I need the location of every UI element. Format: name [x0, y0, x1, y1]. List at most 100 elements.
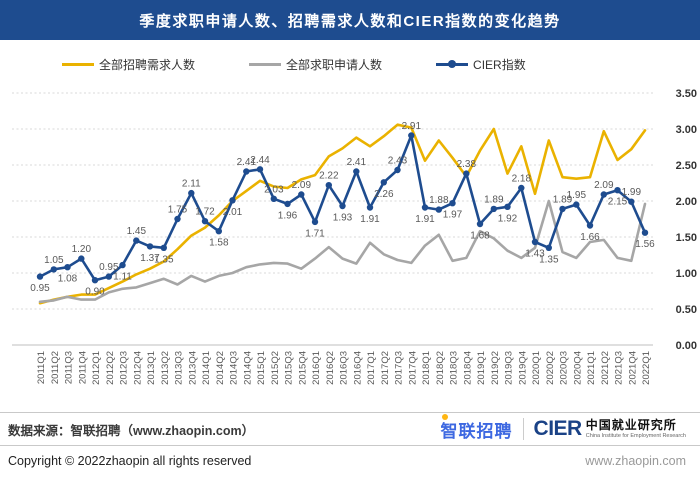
cier-point [146, 243, 154, 250]
x-axis-tick: 2021Q3 [614, 351, 625, 385]
cier-point [64, 264, 71, 271]
cier-value-label: 1.43 [525, 249, 545, 260]
cier-line-swatch-icon [436, 60, 469, 68]
cier-point [614, 187, 621, 194]
cier-point [408, 132, 415, 139]
cier-value-label: 1.88 [429, 195, 449, 206]
cier-value-label: 2.26 [374, 189, 394, 200]
cier-point [119, 261, 126, 269]
cier-point [490, 205, 497, 213]
zhaopin-logo-text: 智联招聘 [440, 421, 513, 441]
zhaopin-logo: 智联招聘 [440, 413, 513, 442]
cier-value-label: 1.11 [113, 272, 132, 283]
x-axis-tick: 2016Q4 [352, 351, 363, 385]
demand-line [38, 123, 647, 305]
cier-value-label: 2.03 [264, 184, 284, 195]
legend-label-cier: CIER指数 [473, 57, 526, 72]
data-source-text: 数据来源：智联招聘（www.zhaopin.com） [8, 423, 255, 438]
x-axis-tick: 2017Q4 [407, 351, 418, 385]
cier-point [133, 237, 140, 244]
cier-point [559, 205, 566, 213]
x-axis-tick: 2014Q1 [201, 351, 212, 385]
cier-value-label: 2.41 [347, 157, 367, 168]
x-axis-tick: 2015Q4 [297, 351, 308, 385]
cier-value-label: 1.08 [58, 274, 78, 285]
cier-point [339, 202, 346, 210]
cier-point [353, 168, 360, 175]
x-axis-tick: 2011Q1 [36, 351, 47, 384]
y-axis-tick: 3.50 [676, 88, 697, 100]
cier-value-label: 0.95 [30, 283, 50, 294]
cier-value-label: 2.43 [388, 156, 408, 167]
cier-point [463, 170, 470, 177]
cier-point [380, 179, 387, 186]
cier-point [174, 215, 181, 223]
x-axis-tick: 2019Q1 [476, 351, 487, 385]
x-axis-tick: 2011Q4 [77, 351, 88, 384]
logo-group: 智联招聘 CIER 中国就业研究所 China Institute for Em… [440, 413, 686, 442]
cier-point [201, 218, 209, 225]
x-axis-tick: 2018Q2 [435, 351, 446, 385]
cier-value-label: 1.68 [470, 231, 490, 242]
cier-point [394, 166, 401, 174]
x-axis-tick: 2013Q3 [174, 351, 185, 385]
cier-point [50, 266, 57, 273]
legend-item-cier: CIER指数 [436, 56, 526, 73]
cier-value-label: 1.35 [539, 254, 559, 265]
cier-value-label: 2.09 [292, 180, 312, 191]
y-axis-tick: 2.00 [676, 196, 697, 208]
cier-institute-name: 中国就业研究所 China Institute for Employment R… [585, 418, 686, 439]
x-axis-tick: 2020Q1 [531, 351, 542, 385]
cier-point [476, 220, 484, 228]
cier-value-label: 1.72 [195, 207, 215, 218]
cier-logo-text: CIER [533, 417, 583, 440]
x-axis-tick: 2016Q2 [325, 351, 336, 385]
cier-point [325, 182, 332, 189]
y-axis-tick: 1.00 [676, 268, 697, 280]
cier-institute-en: China Institute for Employment Research [585, 432, 686, 439]
x-axis-tick: 2020Q2 [545, 351, 556, 385]
x-axis-tick: 2014Q4 [242, 351, 253, 385]
x-axis-tick: 2012Q3 [119, 351, 130, 385]
cier-value-label: 1.97 [443, 210, 463, 221]
y-axis-tick: 3.00 [676, 124, 697, 136]
cier-point [243, 168, 250, 175]
x-axis-tick: 2012Q1 [91, 351, 102, 385]
x-axis-tick: 2016Q1 [311, 351, 322, 385]
x-axis-tick: 2017Q1 [366, 351, 377, 385]
x-axis-tick: 2011Q3 [64, 351, 75, 384]
cier-point [188, 189, 195, 197]
gridlines: 0.00 0.50 1.00 1.50 2.00 2.50 3.00 3.50 [12, 88, 697, 352]
cier-point [160, 244, 167, 251]
x-axis-tick: 2017Q3 [394, 351, 405, 385]
cier-point [600, 191, 607, 198]
cier-institute-cn: 中国就业研究所 [585, 418, 677, 433]
copyright-text: Copyright © 2022zhaopin all rights reser… [8, 454, 252, 468]
x-axis-tick: 2012Q4 [132, 351, 143, 385]
x-axis-tick: 2019Q4 [517, 351, 528, 385]
cier-value-label: 1.45 [127, 226, 147, 237]
x-axis-tick: 2021Q2 [600, 351, 611, 385]
x-axis-tick: 2015Q1 [256, 351, 267, 385]
x-axis-tick: 2014Q3 [229, 351, 240, 385]
applicants-line-swatch-icon [249, 62, 282, 66]
cier-value-label: 1.35 [154, 254, 174, 265]
cier-value-label: 2.15 [608, 197, 628, 208]
cier-value-label: 2.44 [250, 155, 270, 166]
copyright-row: Copyright © 2022zhaopin all rights reser… [0, 446, 700, 468]
cier-point [586, 222, 594, 229]
cier-point [270, 195, 277, 202]
x-axis-tick: 2020Q4 [572, 351, 583, 385]
y-axis-tick: 0.00 [676, 340, 697, 352]
cier-point [504, 203, 511, 210]
cier-point [215, 228, 222, 235]
cier-value-label: 1.92 [498, 213, 518, 224]
cier-value-label: 1.75 [168, 205, 188, 216]
cier-value-label: 2.91 [402, 121, 422, 132]
cier-point [531, 238, 539, 246]
cier-point [545, 244, 552, 251]
legend-item-demand: 全部招聘需求人数 [62, 56, 195, 73]
cier-value-label: 2.01 [223, 207, 243, 218]
cier-logo: CIER 中国就业研究所 China Institute for Employm… [534, 417, 686, 441]
